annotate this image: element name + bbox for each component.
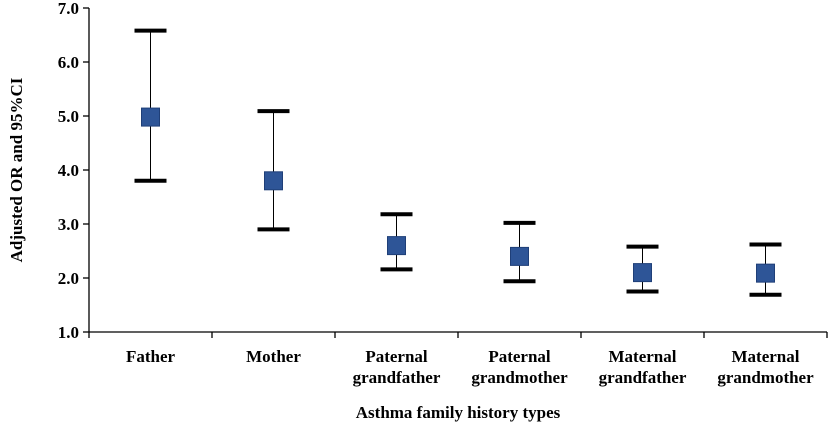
x-axis-tick-labels: Father Mother Paternal grandfather Paternal g… <box>126 347 814 387</box>
y-tick-label-0: 1.0 <box>58 323 79 342</box>
x-tick-label-3: Paternal grandmother <box>471 347 568 387</box>
x-tick-label-4: Maternal grandfather <box>599 347 687 387</box>
x-axis-title: Asthma family history types <box>356 403 561 422</box>
or-point-marker-2 <box>387 236 406 256</box>
y-tick-label-5: 6.0 <box>58 53 79 72</box>
x-tick-label-5: Maternal grandmother <box>717 347 814 387</box>
data-marks <box>134 28 782 297</box>
x-tick-label-2: Paternal grandfather <box>353 347 441 387</box>
or-point-marker-4 <box>633 263 652 283</box>
y-axis-ticks: 1.0 2.0 3.0 4.0 5.0 6.0 7.0 <box>58 0 828 342</box>
axes <box>88 8 827 333</box>
y-axis-title: Adjusted OR and 95%CI <box>7 77 26 262</box>
or-point-marker-1 <box>264 171 283 191</box>
y-tick-label-4: 5.0 <box>58 107 79 126</box>
y-tick-label-3: 4.0 <box>58 161 79 180</box>
y-tick-label-2: 3.0 <box>58 215 79 234</box>
or-point-marker-5 <box>756 263 775 283</box>
x-tick-label-1: Mother <box>246 347 301 366</box>
or-point-marker-0 <box>141 107 160 127</box>
x-tick-label-0: Father <box>126 347 176 366</box>
y-tick-label-6: 7.0 <box>58 0 79 18</box>
or-point-marker-3 <box>510 246 529 266</box>
y-tick-label-1: 2.0 <box>58 269 79 288</box>
